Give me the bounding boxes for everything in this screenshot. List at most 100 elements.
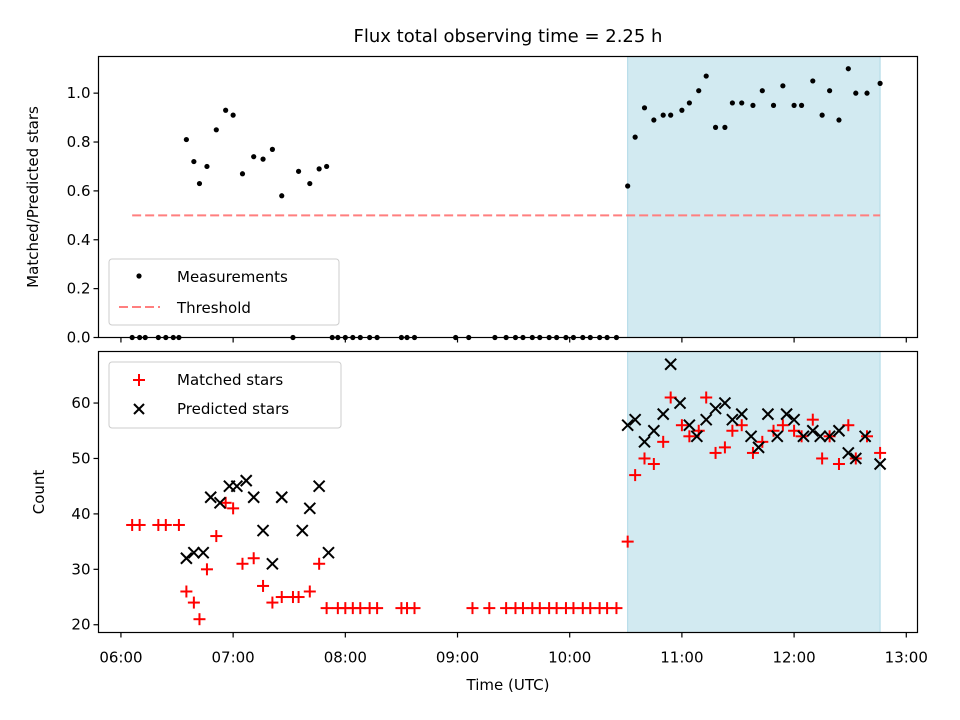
- measurement-point: [204, 163, 210, 170]
- matched-star-point: [303, 585, 316, 598]
- matched-star-point: [320, 602, 333, 615]
- matched-star-point: [275, 591, 288, 604]
- measurement-point: [260, 156, 266, 162]
- x-tick-label: 06:00: [99, 649, 142, 667]
- predicted-star-point: [638, 435, 651, 449]
- predicted-star-point: [797, 430, 810, 443]
- bottom-legend-box: [108, 361, 342, 429]
- matched-star-point: [746, 446, 759, 459]
- measurement-point: [641, 105, 648, 111]
- measurement-point: [251, 154, 257, 160]
- matched-star-point: [621, 535, 634, 548]
- top-y-tick-label: 1.0: [67, 84, 91, 102]
- matched-star-point: [795, 430, 808, 443]
- matched-star-point: [210, 530, 223, 543]
- predicted-star-point: [842, 446, 855, 460]
- predicted-star-point: [726, 413, 739, 426]
- predicted-star-point: [858, 430, 872, 443]
- predicted-star-point: [275, 491, 288, 504]
- top-legend: Measurements Threshold: [108, 258, 340, 326]
- predicted-star-point: [787, 413, 801, 426]
- predicted-star-point: [247, 491, 260, 504]
- predicted-star-point: [735, 407, 748, 421]
- measurement-point: [780, 83, 786, 89]
- measurement-point: [827, 88, 833, 94]
- top-y-axis-label: Matched/Predicted stars: [24, 106, 42, 288]
- chart-title: Flux total observing time = 2.25 h: [354, 26, 663, 47]
- measurement-point: [191, 158, 197, 165]
- predicted-star-point: [628, 413, 642, 426]
- matched-star-point: [657, 435, 670, 448]
- matched-star-point: [292, 591, 305, 604]
- bottom-y-tick-label: 60: [71, 394, 90, 412]
- measurement-point: [836, 117, 842, 123]
- matched-star-point: [816, 452, 829, 465]
- measurement-point: [696, 88, 702, 94]
- matched-star-point: [200, 563, 213, 576]
- predicted-star-point: [312, 479, 326, 493]
- predicted-star-point: [771, 430, 784, 443]
- predicted-star-point: [180, 552, 193, 565]
- predicted-star-point: [322, 546, 335, 559]
- legend-matched-marker: [133, 374, 145, 386]
- x-tick-label: 07:00: [212, 649, 255, 667]
- matched-star-point: [861, 430, 874, 443]
- measurement-point: [819, 112, 825, 118]
- measurement-point: [632, 134, 638, 140]
- x-tick-label: 09:00: [436, 649, 479, 667]
- predicted-star-point: [647, 424, 661, 437]
- measurement-point: [660, 112, 666, 118]
- matched-star-point: [726, 424, 739, 437]
- predicted-star-point: [187, 546, 201, 559]
- predicted-star-point: [256, 524, 270, 537]
- measurement-point: [798, 102, 805, 108]
- predicted-star-point: [197, 546, 210, 559]
- matched-star-point: [247, 552, 260, 565]
- predicted-star-point: [780, 407, 793, 421]
- matched-star-point: [874, 446, 887, 459]
- measurement-point: [295, 168, 302, 174]
- top-plot-frame: [97, 55, 919, 339]
- legend-matched-label: Matched stars: [177, 371, 283, 389]
- matched-star-point: [683, 430, 696, 443]
- predicted-star-point: [266, 557, 279, 570]
- matched-star-point: [709, 446, 722, 459]
- predicted-star-point: [718, 396, 732, 410]
- matched-star-point: [187, 596, 200, 609]
- measurement-point: [223, 107, 229, 113]
- predicted-star-point: [303, 502, 317, 515]
- measurement-point: [845, 66, 851, 72]
- measurement-point: [759, 88, 765, 94]
- top-y-tick-label: 0.4: [67, 231, 91, 249]
- matched-star-point: [180, 585, 193, 598]
- measurement-point: [722, 124, 728, 130]
- top-y-tick-label: 0.8: [67, 133, 91, 151]
- measurement-point: [729, 100, 735, 106]
- x-tick-label: 08:00: [324, 649, 367, 667]
- measurement-point: [877, 80, 883, 86]
- matched-star-point: [647, 458, 660, 471]
- measurement-point: [703, 73, 709, 79]
- predicted-star-point: [204, 491, 217, 504]
- matched-star-point: [266, 596, 279, 609]
- predicted-star-point: [823, 430, 836, 443]
- predicted-star-point: [744, 430, 758, 443]
- measurement-point: [324, 163, 330, 170]
- matched-star-point: [371, 602, 384, 615]
- predicted-star-point: [230, 479, 244, 493]
- predicted-star-point: [296, 524, 309, 537]
- legend-measurements-label: Measurements: [177, 268, 288, 286]
- measurement-point: [196, 180, 203, 187]
- measurement-point: [712, 124, 719, 130]
- bottom-y-tick-label: 40: [71, 505, 90, 523]
- matched-star-point: [236, 557, 249, 570]
- top-y-tick-label: 0.6: [67, 182, 91, 200]
- matched-star-point: [257, 579, 270, 592]
- matched-star-point: [638, 452, 651, 465]
- predicted-star-point: [690, 430, 704, 443]
- matched-star-point: [675, 419, 688, 432]
- measurement-point: [679, 107, 685, 113]
- matched-star-point: [133, 518, 146, 531]
- matched-star-point: [776, 419, 789, 432]
- matched-star-point: [767, 424, 780, 437]
